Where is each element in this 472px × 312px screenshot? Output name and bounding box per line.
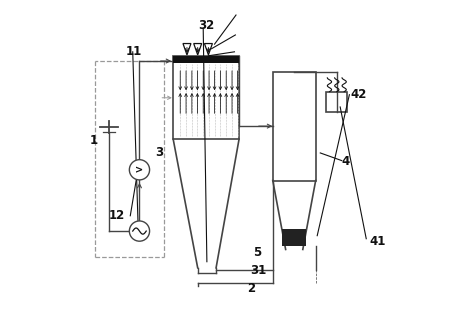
Text: 5: 5 xyxy=(253,246,261,259)
Text: >: > xyxy=(135,165,143,175)
Text: 41: 41 xyxy=(369,235,386,248)
Bar xyxy=(273,72,316,181)
Text: 42: 42 xyxy=(351,88,367,101)
Bar xyxy=(327,92,347,112)
Text: 12: 12 xyxy=(109,209,125,222)
Text: 31: 31 xyxy=(250,264,266,277)
Bar xyxy=(173,56,239,139)
Bar xyxy=(173,56,239,63)
Text: 4: 4 xyxy=(342,155,350,168)
Text: 11: 11 xyxy=(126,45,142,58)
Text: 3: 3 xyxy=(155,146,163,159)
Circle shape xyxy=(129,160,150,180)
Bar xyxy=(282,229,306,246)
Circle shape xyxy=(129,221,150,241)
Text: 2: 2 xyxy=(247,282,255,295)
Text: 1: 1 xyxy=(90,134,98,147)
Text: 32: 32 xyxy=(198,19,214,32)
